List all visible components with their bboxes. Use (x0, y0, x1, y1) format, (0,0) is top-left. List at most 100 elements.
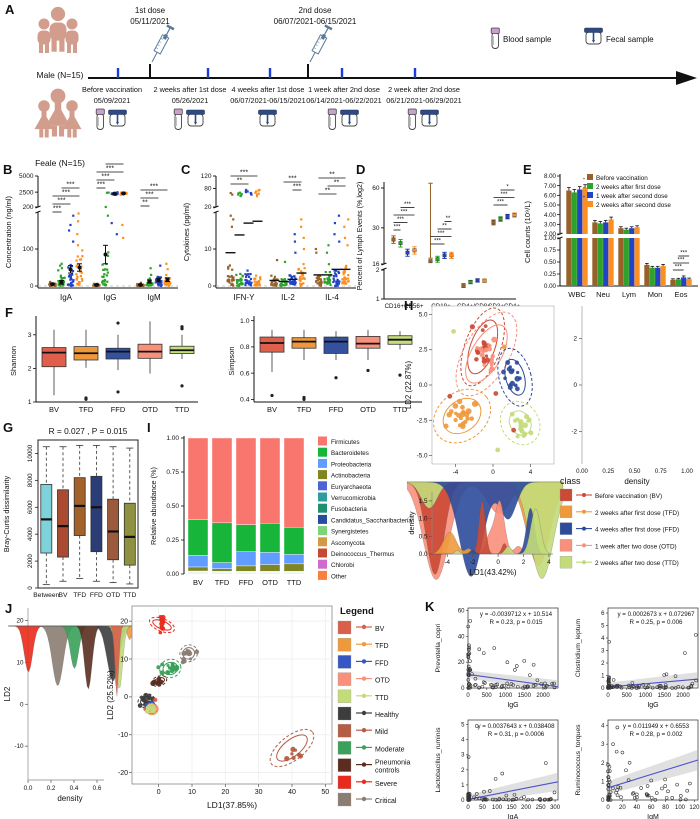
svg-text:TFD: TFD (73, 592, 86, 599)
svg-text:BV: BV (267, 405, 277, 414)
svg-text:OTD: OTD (262, 578, 278, 587)
svg-text:50: 50 (479, 805, 486, 811)
bar-legend: Before vaccination 2 weeks after first do… (583, 174, 671, 209)
svg-text:20: 20 (458, 660, 465, 666)
svg-text:OTD: OTD (106, 592, 120, 599)
timeline: Male (N=15) Feale (N=15) 1st dose 05/11/202… (34, 6, 697, 168)
svg-text:2 weeks after first dose (TFD): 2 weeks after first dose (TFD) (595, 510, 679, 517)
svg-text:2: 2 (601, 761, 605, 767)
svg-text:density: density (57, 794, 82, 803)
svg-text:2: 2 (573, 336, 577, 343)
regression-prevotella_copri: 0 20 40 60 0 500 1000 1500 2000 Prevotella_copri I… (435, 607, 559, 709)
svg-text:100: 100 (675, 805, 686, 811)
svg-text:05/09/2021: 05/09/2021 (94, 96, 131, 105)
svg-text:Pneumonia: Pneumonia (375, 760, 411, 767)
svg-text:Ascomycota: Ascomycota (331, 540, 365, 547)
lda-scatter: 5.0 2.5 0.0 -2.5 -5.0 -4 0 4 LD2 (22.87%) (404, 305, 555, 476)
svg-text:2: 2 (461, 768, 465, 774)
svg-text:Cytokines (pg/ml): Cytokines (pg/ml) (182, 202, 191, 261)
svg-text:0.50: 0.50 (544, 259, 557, 266)
svg-text:4 weeks after first dose (FFD): 4 weeks after first dose (FFD) (595, 527, 679, 534)
svg-text:TTD: TTD (123, 592, 136, 599)
svg-text:***: *** (434, 239, 442, 245)
svg-text:***: *** (106, 166, 114, 173)
svg-text:R = 0.28, p = 0.002: R = 0.28, p = 0.002 (630, 731, 684, 738)
svg-text:LD1(37.85%): LD1(37.85%) (207, 800, 257, 810)
svg-text:200: 200 (23, 204, 34, 211)
svg-text:20: 20 (221, 789, 229, 796)
svg-text:***: *** (150, 184, 158, 191)
svg-text:2000: 2000 (676, 693, 690, 699)
svg-text:30: 30 (372, 225, 380, 232)
svg-text:TFD: TFD (297, 405, 312, 414)
svg-text:50: 50 (321, 789, 329, 796)
svg-text:***: *** (675, 265, 683, 271)
svg-text:10: 10 (120, 656, 128, 663)
svg-text:6: 6 (601, 611, 605, 617)
svg-text:1st dose: 1st dose (135, 6, 166, 15)
svg-text:3: 3 (601, 649, 605, 655)
svg-text:***: *** (680, 251, 688, 257)
svg-text:IgA: IgA (60, 293, 73, 302)
svg-text:6.00: 6.00 (544, 193, 557, 200)
svg-text:Lactobacillus_ruminis: Lactobacillus_ruminis (435, 727, 442, 793)
svg-text:Fusobacteria: Fusobacteria (331, 506, 367, 513)
svg-text:0.5: 0.5 (419, 533, 428, 540)
svg-text:2.5: 2.5 (419, 347, 428, 354)
svg-text:class: class (560, 476, 581, 486)
panel-label-c: C (181, 162, 191, 177)
svg-text:2nd dose: 2nd dose (299, 6, 332, 15)
svg-text:-10: -10 (14, 743, 24, 750)
svg-text:Eos: Eos (675, 290, 688, 299)
svg-text:***: *** (57, 198, 65, 205)
svg-text:TFD: TFD (79, 405, 94, 414)
svg-text:Healthy: Healthy (375, 712, 399, 719)
svg-text:5.0: 5.0 (419, 311, 428, 318)
svg-text:0.00: 0.00 (576, 468, 588, 475)
lymph-events-chart: 16306012CD16+CD56+************CD19+*****… (355, 182, 520, 310)
svg-text:0: 0 (466, 805, 470, 811)
svg-text:Critical: Critical (375, 798, 397, 805)
antibody-concentration-chart: Concentration (ng/ml) 2500 5000 0 100 200 IgA *… (4, 160, 178, 302)
svg-text:2 weeks after first dose: 2 weeks after first dose (596, 184, 661, 191)
svg-text:0: 0 (606, 693, 610, 699)
svg-text:0.00: 0.00 (544, 283, 557, 290)
svg-text:Euryarchaeota: Euryarchaeota (331, 484, 372, 491)
svg-text:Severe: Severe (375, 781, 397, 788)
svg-text:Mon: Mon (648, 290, 663, 299)
panel-label-i: I (147, 420, 151, 435)
svg-text:***: *** (101, 174, 109, 181)
svg-text:0: 0 (573, 382, 577, 389)
svg-text:TTD: TTD (375, 695, 389, 702)
svg-text:R = 0.31, p = 0.0006: R = 0.31, p = 0.0006 (488, 731, 545, 738)
svg-text:0.50: 0.50 (629, 468, 641, 475)
svg-text:Before vaccination: Before vaccination (596, 175, 648, 182)
svg-text:1.0: 1.0 (240, 318, 250, 325)
svg-text:Verrucomicrobia: Verrucomicrobia (331, 495, 376, 502)
svg-text:1: 1 (461, 783, 465, 789)
svg-text:2: 2 (28, 366, 32, 373)
svg-text:0.75: 0.75 (655, 468, 667, 475)
svg-text:0.0: 0.0 (419, 551, 428, 558)
svg-text:2 week after 2nd dose: 2 week after 2nd dose (388, 85, 460, 94)
svg-text:***: *** (437, 231, 445, 237)
svg-text:300: 300 (550, 805, 561, 811)
svg-text:1 week after second dose: 1 week after second dose (596, 193, 668, 200)
svg-text:0.8: 0.8 (240, 344, 250, 351)
svg-text:TFD: TFD (215, 578, 230, 587)
panel-label-e: E (523, 162, 532, 177)
svg-text:3.00: 3.00 (544, 222, 557, 229)
panel-label-k: K (425, 599, 435, 614)
svg-text:***: *** (677, 258, 685, 264)
svg-text:***: *** (145, 192, 153, 199)
svg-text:0: 0 (466, 693, 470, 699)
svg-text:120: 120 (689, 805, 700, 811)
svg-text:-20: -20 (118, 770, 128, 777)
svg-text:0.0: 0.0 (419, 382, 428, 389)
svg-text:20: 20 (120, 618, 128, 625)
svg-text:Chlorobi: Chlorobi (331, 562, 354, 569)
svg-text:TTD: TTD (287, 578, 302, 587)
svg-text:6000: 6000 (27, 500, 34, 514)
svg-text:0: 0 (601, 798, 605, 804)
